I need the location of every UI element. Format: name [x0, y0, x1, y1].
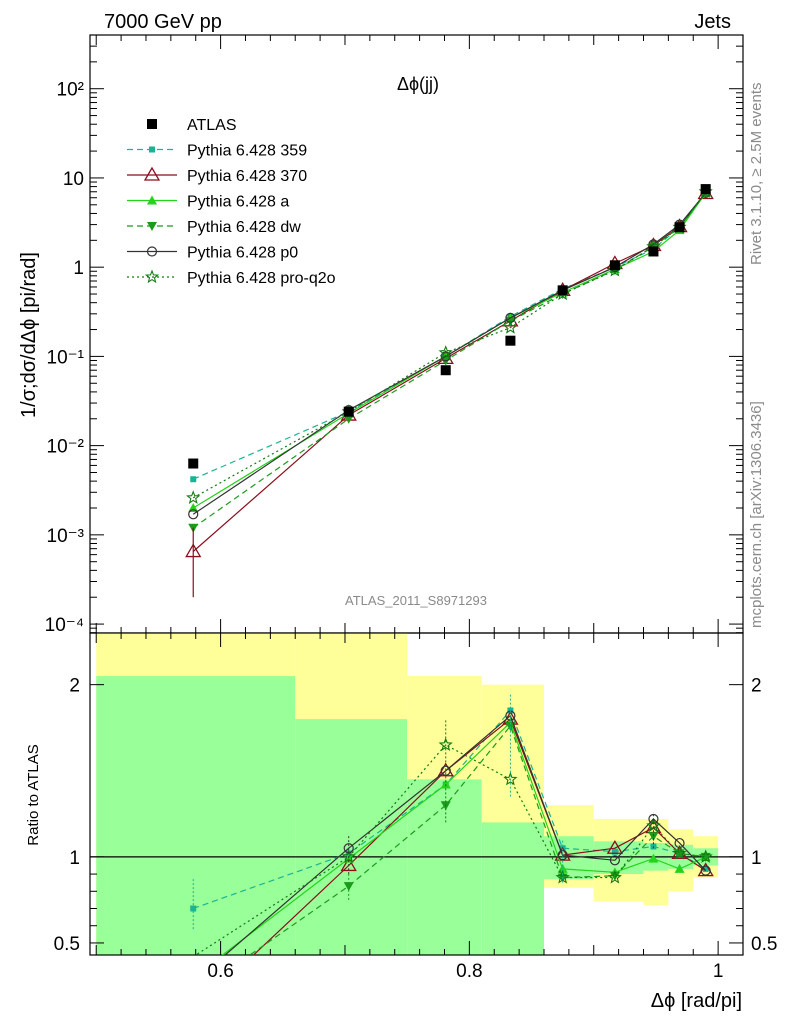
legend-label: Pythia 6.428 370 [187, 168, 307, 185]
ratio-series-point [672, 845, 687, 860]
legend-label: Pythia 6.428 pro-q2o [187, 270, 336, 287]
ratio-xtick-label: 0.8 [456, 961, 482, 982]
legend-marker [146, 246, 158, 257]
ratio-series-point [700, 865, 711, 876]
main-series-point [188, 502, 199, 512]
ratio-series-point [698, 849, 713, 863]
ratio-series-point [648, 832, 659, 842]
ratio-ytick-label: 0.5 [54, 934, 80, 955]
ratio-series-point [505, 721, 516, 731]
data-point [674, 222, 685, 233]
data-point [505, 335, 516, 346]
ratio-series-point [648, 853, 659, 863]
main-series-point [186, 490, 201, 504]
ratio-series-line [192, 709, 707, 910]
ratio-series-point [674, 863, 685, 873]
legend-marker [147, 222, 157, 231]
ratio-series-point [341, 849, 356, 863]
header-right: Jets [694, 11, 731, 33]
ratio-series-point [609, 871, 620, 881]
ratio-band-green [407, 779, 482, 955]
ratio-band-green [295, 719, 408, 955]
legend-marker [147, 195, 157, 205]
ratio-ytick-label: 2 [69, 676, 80, 697]
main-ytick-label: 1 [73, 258, 84, 279]
ratio-frame [89, 632, 744, 956]
data-point [440, 365, 451, 376]
ratio-ytick-label-right: 0.5 [751, 934, 777, 955]
main-series-point [188, 509, 199, 520]
data-point [648, 246, 659, 257]
ratio-series-point [507, 707, 514, 714]
data-point [609, 260, 620, 271]
legend-label: Pythia 6.428 p0 [187, 245, 298, 262]
main-ytick-label: 10⁻³ [47, 526, 85, 547]
mcplots-label: mcplots.cern.ch [arXiv:1306.3436] [748, 401, 765, 628]
plot-title: Δϕ(jj) [397, 74, 439, 94]
ratio-series-point [607, 869, 623, 884]
main-series-point [438, 345, 453, 359]
ratio-ylabel: Ratio to ATLAS [25, 744, 42, 845]
main-series-point [190, 476, 197, 483]
legend-marker [147, 119, 157, 129]
ratio-series-point [503, 771, 518, 786]
legend-label: Pythia 6.428 a [187, 194, 289, 211]
legend-marker [149, 146, 155, 153]
ratio-series-point [340, 857, 357, 872]
ratio-series-point [609, 855, 620, 866]
main-ytick-label: 10⁻² [47, 437, 85, 458]
ratio-ytick-label-right: 2 [751, 676, 762, 697]
legend-label: ATLAS [187, 117, 237, 134]
main-series-point [503, 320, 518, 334]
data-point [557, 285, 568, 296]
ratio-series-point [606, 839, 624, 854]
ratio-series-point [555, 870, 570, 884]
main-series-point [440, 351, 451, 362]
ratio-xtick-label: 1 [713, 961, 724, 982]
ratio-ytick-label-right: 1 [751, 848, 762, 869]
main-series-point [343, 414, 354, 424]
rivet-label: Rivet 3.1.10, ≥ 2.5M events [748, 83, 765, 266]
main-ytick-label: 10 [63, 169, 84, 190]
main-ytick-label: 10⁻⁴ [45, 615, 84, 636]
analysis-label: ATLAS_2011_S8971293 [345, 593, 487, 608]
legend-marker [143, 166, 161, 181]
ratio-ytick-label: 1 [69, 848, 80, 869]
main-series-line [192, 191, 707, 499]
ratio-xlabel: Δϕ [rad/pi] [651, 990, 742, 1012]
main-ytick-label: 10⁻¹ [47, 347, 85, 368]
header-left: 7000 GeV pp [104, 11, 222, 33]
ratio-xtick-label: 0.6 [207, 961, 233, 982]
main-series-line [192, 192, 707, 529]
ratio-series-line [248, 724, 706, 955]
legend-label: Pythia 6.428 359 [187, 143, 307, 160]
legend-marker [144, 269, 160, 284]
ratio-series-point [611, 848, 618, 855]
data-point [343, 406, 354, 417]
data-point [188, 458, 199, 469]
data-point [700, 184, 711, 195]
main-ytick-label: 10² [57, 80, 84, 101]
ratio-series-group [190, 693, 714, 955]
ratio-series-point [440, 779, 451, 789]
ratio-band-green [481, 822, 544, 955]
ratio-series-line [224, 714, 707, 955]
ratio-series-point [702, 865, 709, 872]
legend-label: Pythia 6.428 dw [187, 219, 301, 236]
ratio-series-point [343, 853, 354, 863]
ratio-series-point [646, 818, 661, 832]
ratio-band-green [96, 676, 296, 955]
main-ylabel: 1/σ;dσ/dΔϕ [pi/rad] [18, 252, 40, 418]
ratio-series-point [438, 737, 453, 752]
